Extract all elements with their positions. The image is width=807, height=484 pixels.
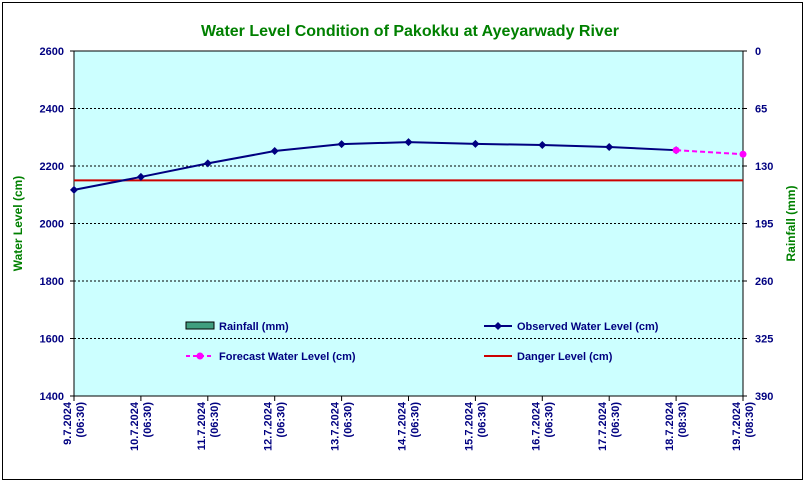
legend-rainfall-label: Rainfall (mm)	[219, 321, 289, 333]
x-tick-label: 12.7.2024 (06:30)	[263, 401, 288, 451]
left-tick-label: 2000	[40, 219, 64, 231]
left-tick-label: 2400	[40, 104, 64, 116]
legend-forecast-marker	[196, 352, 204, 360]
observed-point	[605, 143, 614, 152]
x-tick-time: (06:30)	[410, 402, 422, 438]
legend: Rainfall (mm) Observed Water Level (cm) Fo…	[185, 321, 659, 363]
x-tick-label: 11.7.2024 (06:30)	[196, 401, 221, 450]
x-tick-time: (08:30)	[744, 402, 756, 438]
x-tick-time: (06:30)	[543, 402, 555, 438]
x-tick-date: 9.7.2024	[62, 401, 74, 445]
x-tick-label: 18.7.2024 (08:30)	[664, 401, 689, 451]
right-tick-label: 260	[755, 276, 773, 288]
left-tick-label: 1800	[40, 276, 64, 288]
x-tick-time: (06:30)	[610, 402, 622, 438]
x-tick-date: 13.7.2024	[330, 401, 342, 451]
legend-rainfall-swatch	[185, 321, 215, 330]
right-tick-label: 0	[755, 46, 761, 58]
legend-forecast-label: Forecast Water Level (cm)	[219, 351, 356, 363]
chart-title: Water Level Condition of Pakokku at Ayey…	[201, 23, 619, 40]
x-tick-time: (06:30)	[343, 402, 355, 438]
x-tick-date: 14.7.2024	[397, 401, 409, 451]
x-tick-time: (08:30)	[677, 402, 689, 438]
left-tick-label: 1600	[40, 334, 64, 346]
x-tick-time: (06:30)	[142, 402, 154, 438]
x-tick-date: 12.7.2024	[263, 401, 275, 451]
observed-water-level-series	[70, 138, 681, 194]
x-tick-label: 10.7.2024 (06:30)	[129, 401, 154, 451]
right-tick-label: 195	[755, 219, 773, 231]
x-tick-time: (06:30)	[476, 402, 488, 438]
right-tick-label: 65	[755, 104, 767, 116]
observed-point	[404, 138, 413, 147]
forecast-point	[672, 146, 680, 154]
left-axis-title: Water Level (cm)	[11, 176, 25, 272]
left-axis-ticks: 1400 1600 1800 2000 2200 2400 2600	[40, 46, 74, 403]
observed-point	[270, 147, 279, 156]
observed-line	[73, 141, 677, 191]
legend-observed-marker	[494, 322, 502, 330]
x-tick-time: (06:30)	[75, 402, 87, 438]
x-tick-date: 17.7.2024	[597, 401, 609, 451]
x-tick-time: (06:30)	[209, 402, 221, 438]
legend-danger-label: Danger Level (cm)	[517, 351, 613, 363]
x-axis-ticks: 9.7.2024 (06:30) 10.7.2024 (06:30) 11.7.2024…	[62, 396, 756, 451]
observed-point	[337, 140, 346, 149]
legend-observed-label: Observed Water Level (cm)	[517, 321, 659, 333]
x-tick-label: 19.7.2024 (08:30)	[731, 401, 756, 451]
x-tick-date: 11.7.2024	[196, 401, 208, 450]
right-tick-label: 130	[755, 161, 773, 173]
left-tick-label: 1400	[40, 391, 64, 403]
left-tick-label: 2200	[40, 161, 64, 173]
forecast-line	[676, 149, 744, 156]
x-tick-date: 15.7.2024	[463, 401, 475, 451]
right-tick-label: 325	[755, 334, 773, 346]
observed-point	[471, 139, 480, 148]
gridlines	[74, 108, 743, 339]
x-tick-label: 14.7.2024 (06:30)	[397, 401, 422, 451]
x-tick-date: 10.7.2024	[129, 401, 141, 451]
forecast-water-level-series	[672, 146, 747, 158]
observed-point	[70, 185, 78, 194]
x-tick-label: 9.7.2024 (06:30)	[62, 401, 87, 445]
x-tick-label: 16.7.2024 (06:30)	[530, 401, 555, 451]
x-tick-date: 19.7.2024	[731, 401, 743, 451]
observed-point	[203, 159, 212, 168]
right-axis-title: Rainfall (mm)	[784, 185, 798, 261]
x-tick-label: 13.7.2024 (06:30)	[330, 401, 355, 451]
observed-point	[538, 141, 547, 150]
x-tick-time: (06:30)	[276, 402, 288, 438]
x-tick-date: 18.7.2024	[664, 401, 676, 451]
forecast-point	[739, 150, 747, 158]
observed-point	[136, 172, 145, 181]
x-tick-label: 15.7.2024 (06:30)	[463, 401, 488, 451]
x-tick-date: 16.7.2024	[530, 401, 542, 451]
x-tick-label: 17.7.2024 (06:30)	[597, 401, 622, 451]
right-tick-label: 390	[755, 391, 773, 403]
left-tick-label: 2600	[40, 46, 64, 58]
right-axis-ticks: 390 325 260 195 130 65 0	[743, 46, 773, 403]
